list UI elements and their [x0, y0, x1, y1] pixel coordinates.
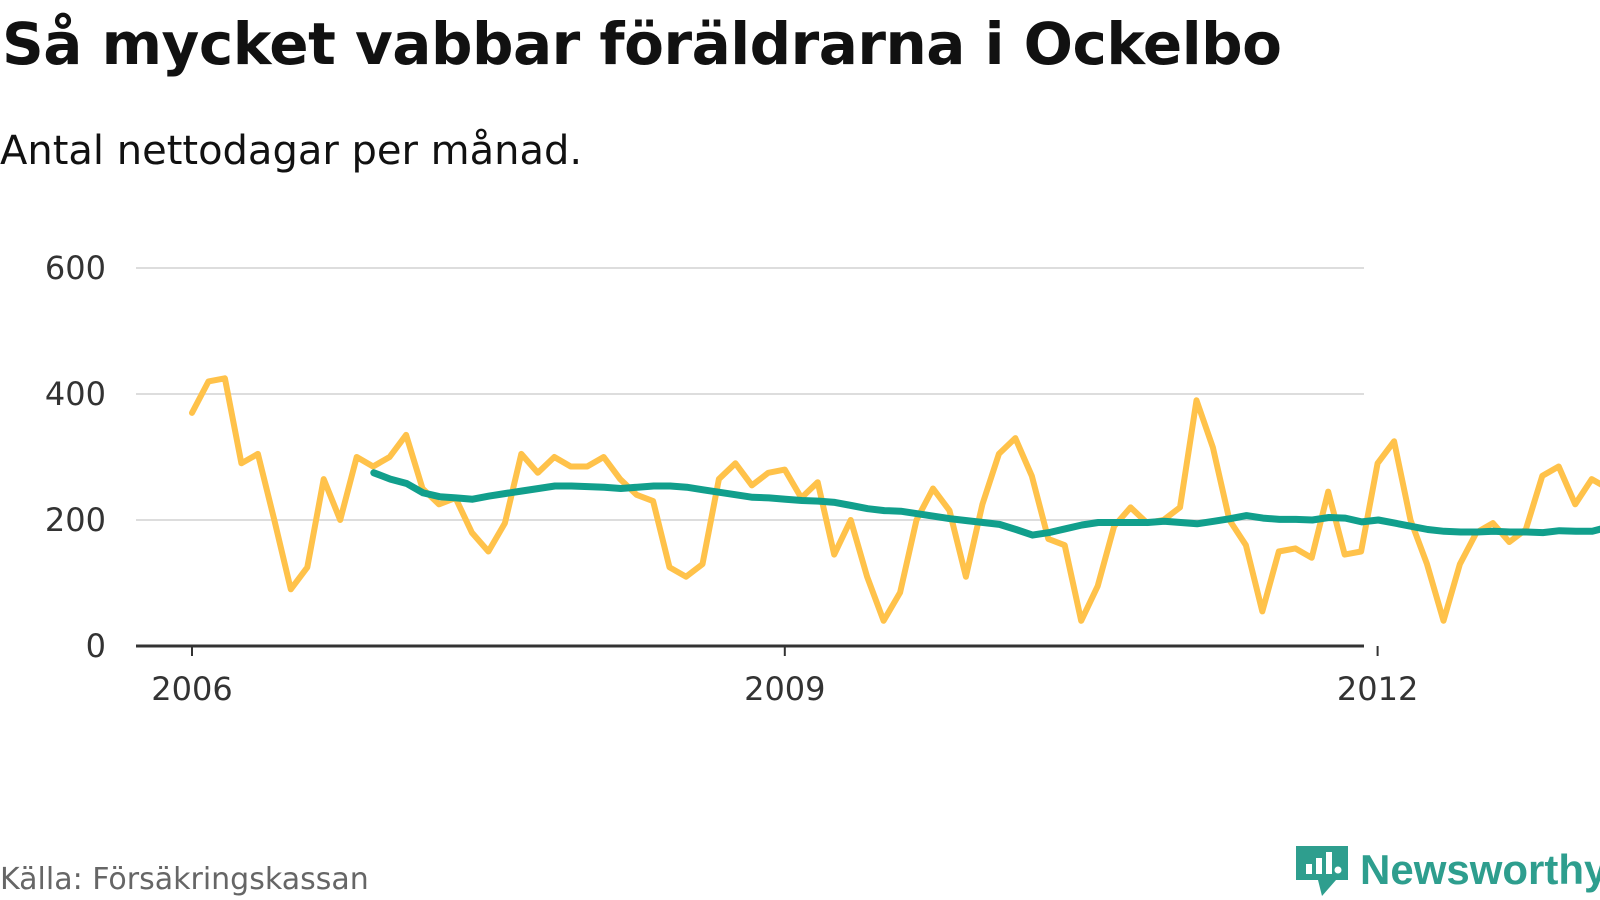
y-tick-label: 600 [45, 249, 106, 287]
y-tick-label: 400 [45, 375, 106, 413]
newsworthy-logo-icon [1296, 846, 1348, 896]
series-line-trend [370, 469, 1600, 539]
x-axis: 2006200920122015201820212023 [136, 644, 1418, 708]
y-tick-label: 200 [45, 501, 106, 539]
source-note: Källa: Försäkringskassan [0, 862, 369, 897]
x-tick-label: 2009 [744, 670, 825, 708]
chart-title: Så mycket vabbar föräldrarna i Ockelbo [2, 10, 1282, 78]
x-tick-label: 2012 [1337, 670, 1418, 708]
series-line-per-manad [189, 375, 1600, 624]
chart-subtitle: Antal nettodagar per månad. [0, 128, 583, 174]
x-tick-label: 2006 [151, 670, 232, 708]
y-tick-label: 0 [86, 627, 106, 665]
y-axis-tick-labels: 0 200 400 600 [45, 249, 106, 665]
series-lines [189, 375, 1600, 624]
brand-name: Newsworthy [1360, 846, 1600, 893]
